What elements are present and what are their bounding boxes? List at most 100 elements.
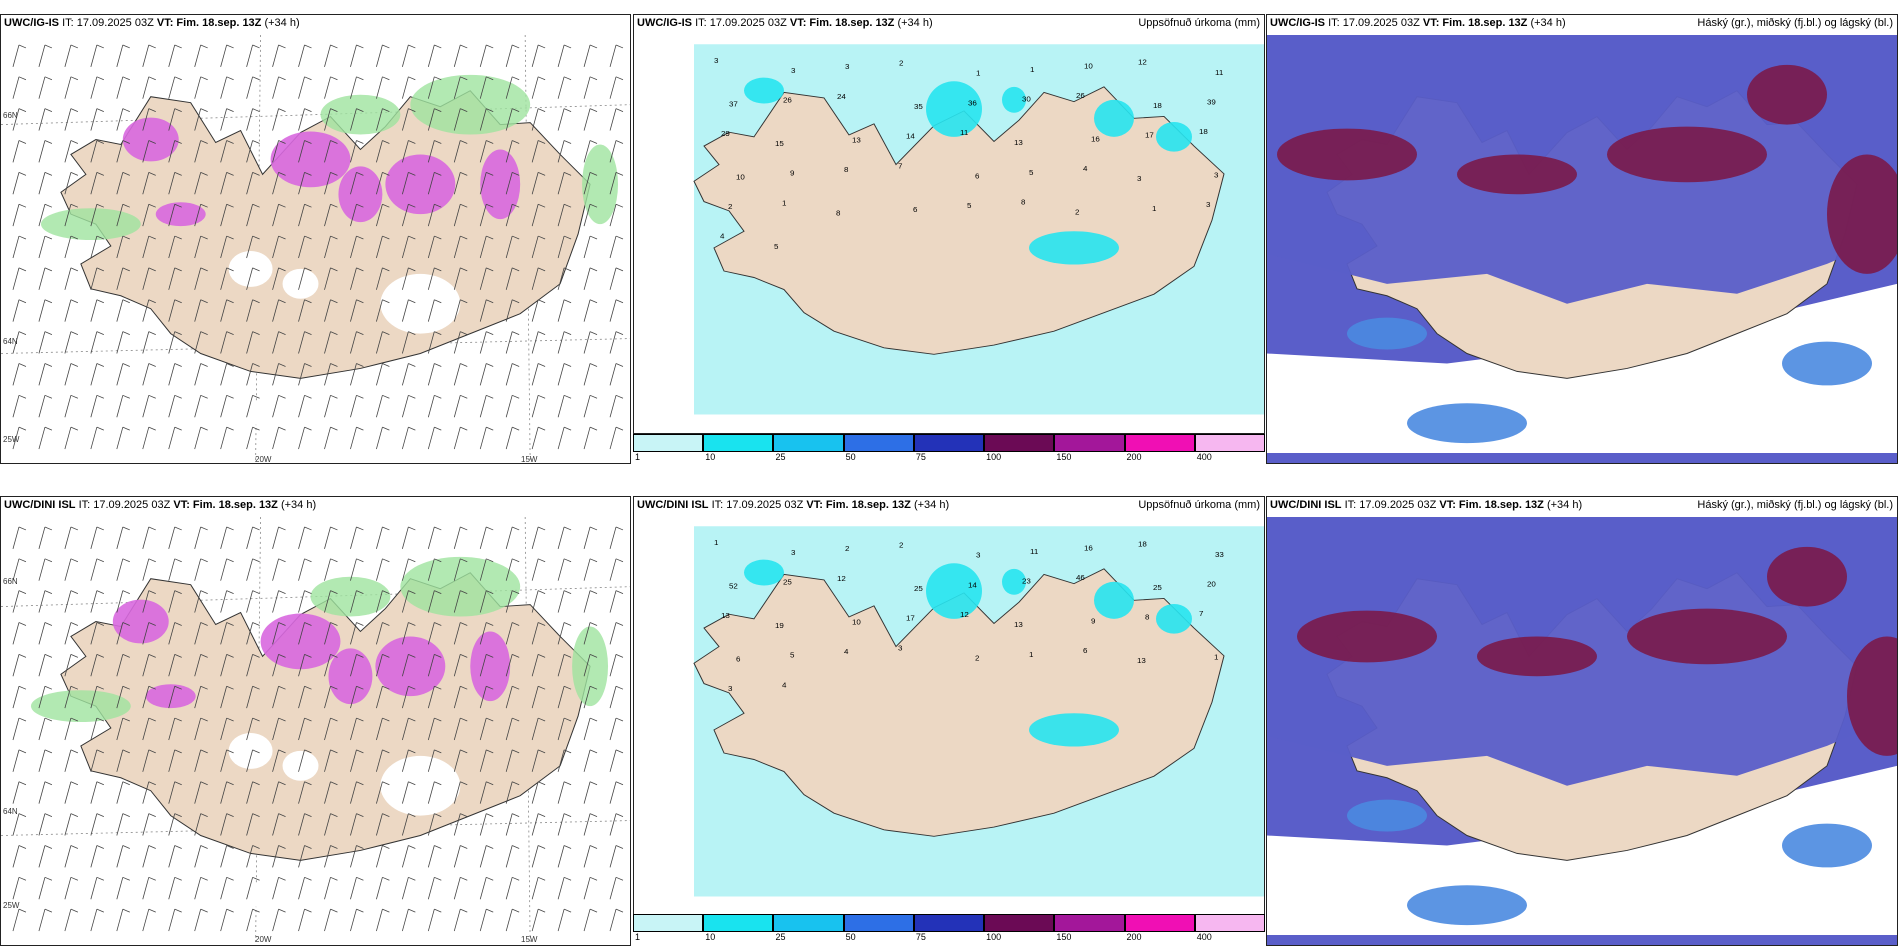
wind-barb bbox=[116, 590, 130, 613]
wind-barb bbox=[479, 685, 494, 709]
precip-value-label: 1 bbox=[1214, 653, 1218, 662]
wind-barb bbox=[531, 203, 546, 227]
wind-barb bbox=[142, 845, 156, 868]
wind-barb bbox=[609, 845, 624, 868]
colorbar-tick-label: 1 bbox=[635, 452, 641, 462]
wind-barb bbox=[272, 44, 286, 67]
lat-label-64: 64N bbox=[3, 807, 18, 816]
wind-barb bbox=[90, 813, 104, 836]
precip-value-label: 1 bbox=[782, 199, 786, 208]
map-precip: 3 3 3 2 1 1 10 12 11 37 26 24 35 36 30 26 18 39 29 15 13 14 11… bbox=[634, 35, 1264, 433]
wind-barb bbox=[220, 590, 234, 613]
precip-value-label: 36 bbox=[968, 99, 977, 108]
precip-value-label: 11 bbox=[1030, 547, 1038, 556]
wind-barb bbox=[38, 108, 53, 131]
precip-value-label: 26 bbox=[783, 96, 792, 105]
wind-barb bbox=[505, 267, 520, 290]
wind-barb bbox=[505, 653, 520, 677]
wind-barb bbox=[583, 685, 598, 709]
panel-precip-dini: UWC/DINI ISL IT: 17.09.2025 03Z VT: Fim.… bbox=[633, 496, 1265, 916]
wind-barb bbox=[401, 558, 416, 581]
precip-value-label: 2 bbox=[728, 202, 732, 211]
wind-barb bbox=[220, 363, 234, 386]
wind-barb bbox=[427, 526, 442, 549]
wind-barb bbox=[38, 299, 53, 322]
wind-barb bbox=[298, 781, 312, 804]
wind-barb bbox=[168, 908, 182, 932]
precip-area-heavy bbox=[270, 131, 351, 188]
precip-colorbar: 1 10 25 50 75 100 150 200 400 bbox=[633, 914, 1265, 942]
colorbar-tick-label: 25 bbox=[775, 932, 786, 942]
wind-barb bbox=[324, 171, 338, 195]
wind-barb bbox=[116, 44, 130, 67]
wind-barb bbox=[324, 590, 338, 613]
precip-shade-mid bbox=[1094, 99, 1134, 137]
wind-barb bbox=[505, 876, 520, 900]
wind-barb bbox=[557, 526, 572, 549]
cloud-low-layer bbox=[1347, 317, 1427, 350]
wind-barb bbox=[116, 203, 130, 227]
wind-barb bbox=[324, 845, 338, 868]
precip-value-label: 1 bbox=[976, 69, 980, 78]
wind-barb bbox=[246, 622, 260, 645]
wind-barb bbox=[324, 299, 338, 322]
wind-barb bbox=[376, 526, 390, 549]
colorbar-tick-label: 25 bbox=[775, 452, 786, 462]
wind-barb bbox=[272, 203, 286, 227]
precip-value-label: 35 bbox=[914, 102, 923, 111]
wind-barb bbox=[324, 394, 338, 418]
wind-barb bbox=[298, 267, 312, 290]
wind-barb bbox=[220, 426, 234, 450]
wind-barb bbox=[609, 171, 624, 195]
wind-barb bbox=[168, 394, 182, 418]
cloud-high-layer bbox=[1627, 608, 1787, 665]
wind-barb bbox=[376, 558, 390, 581]
wind-barb bbox=[376, 363, 390, 386]
wind-barb bbox=[194, 76, 208, 99]
wind-barb bbox=[38, 203, 53, 227]
colorbar-swatch bbox=[1124, 914, 1195, 932]
wind-barb bbox=[246, 203, 260, 227]
wind-barb bbox=[583, 171, 598, 195]
wind-barb bbox=[505, 749, 520, 772]
wind-barb bbox=[298, 622, 312, 645]
wind-barb bbox=[557, 426, 572, 450]
precip-value-label: 3 bbox=[1214, 171, 1218, 180]
wind-barb bbox=[609, 394, 624, 418]
wind-barb bbox=[609, 140, 624, 163]
wind-barb bbox=[246, 908, 260, 932]
wind-barb bbox=[583, 140, 598, 163]
wind-barb bbox=[194, 171, 208, 195]
cloud-mid-layer bbox=[1267, 35, 1897, 304]
precip-value-label: 39 bbox=[1207, 98, 1216, 107]
precip-value-label: 17 bbox=[1145, 131, 1154, 140]
wind-barb bbox=[90, 299, 104, 322]
wind-barb bbox=[168, 108, 182, 131]
precip-value-label: 4 bbox=[782, 681, 787, 690]
lon-label-15: 15W bbox=[521, 455, 538, 464]
wind-barb bbox=[324, 622, 338, 645]
init-time: IT: 17.09.2025 03Z bbox=[695, 17, 787, 29]
wind-barb bbox=[64, 331, 79, 354]
colorbar-swatch bbox=[913, 914, 985, 932]
wind-barb bbox=[505, 813, 520, 836]
wind-barb bbox=[220, 653, 234, 677]
precip-value-label: 1 bbox=[1029, 650, 1033, 659]
wind-barb bbox=[298, 717, 312, 741]
wind-barb bbox=[350, 363, 364, 386]
wind-barb bbox=[194, 908, 208, 932]
wind-barb bbox=[142, 108, 156, 131]
wind-barb bbox=[479, 526, 494, 549]
precip-value-label: 11 bbox=[960, 128, 968, 137]
wind-barb bbox=[246, 140, 260, 163]
precip-value-label: 7 bbox=[1199, 609, 1203, 618]
wind-barb bbox=[220, 299, 234, 322]
wind-barb bbox=[12, 717, 27, 741]
wind-barb bbox=[453, 845, 468, 868]
map-precip: 1 3 2 2 3 11 16 18 33 52 25 12 25 14 23 46 25 20 13 19 10 17 1… bbox=[634, 517, 1264, 915]
precip-value-label: 3 bbox=[1206, 200, 1210, 209]
precip-area-light bbox=[40, 208, 141, 241]
wind-barb bbox=[427, 653, 442, 677]
wind-barb bbox=[557, 685, 572, 709]
wind-barb bbox=[324, 235, 338, 259]
